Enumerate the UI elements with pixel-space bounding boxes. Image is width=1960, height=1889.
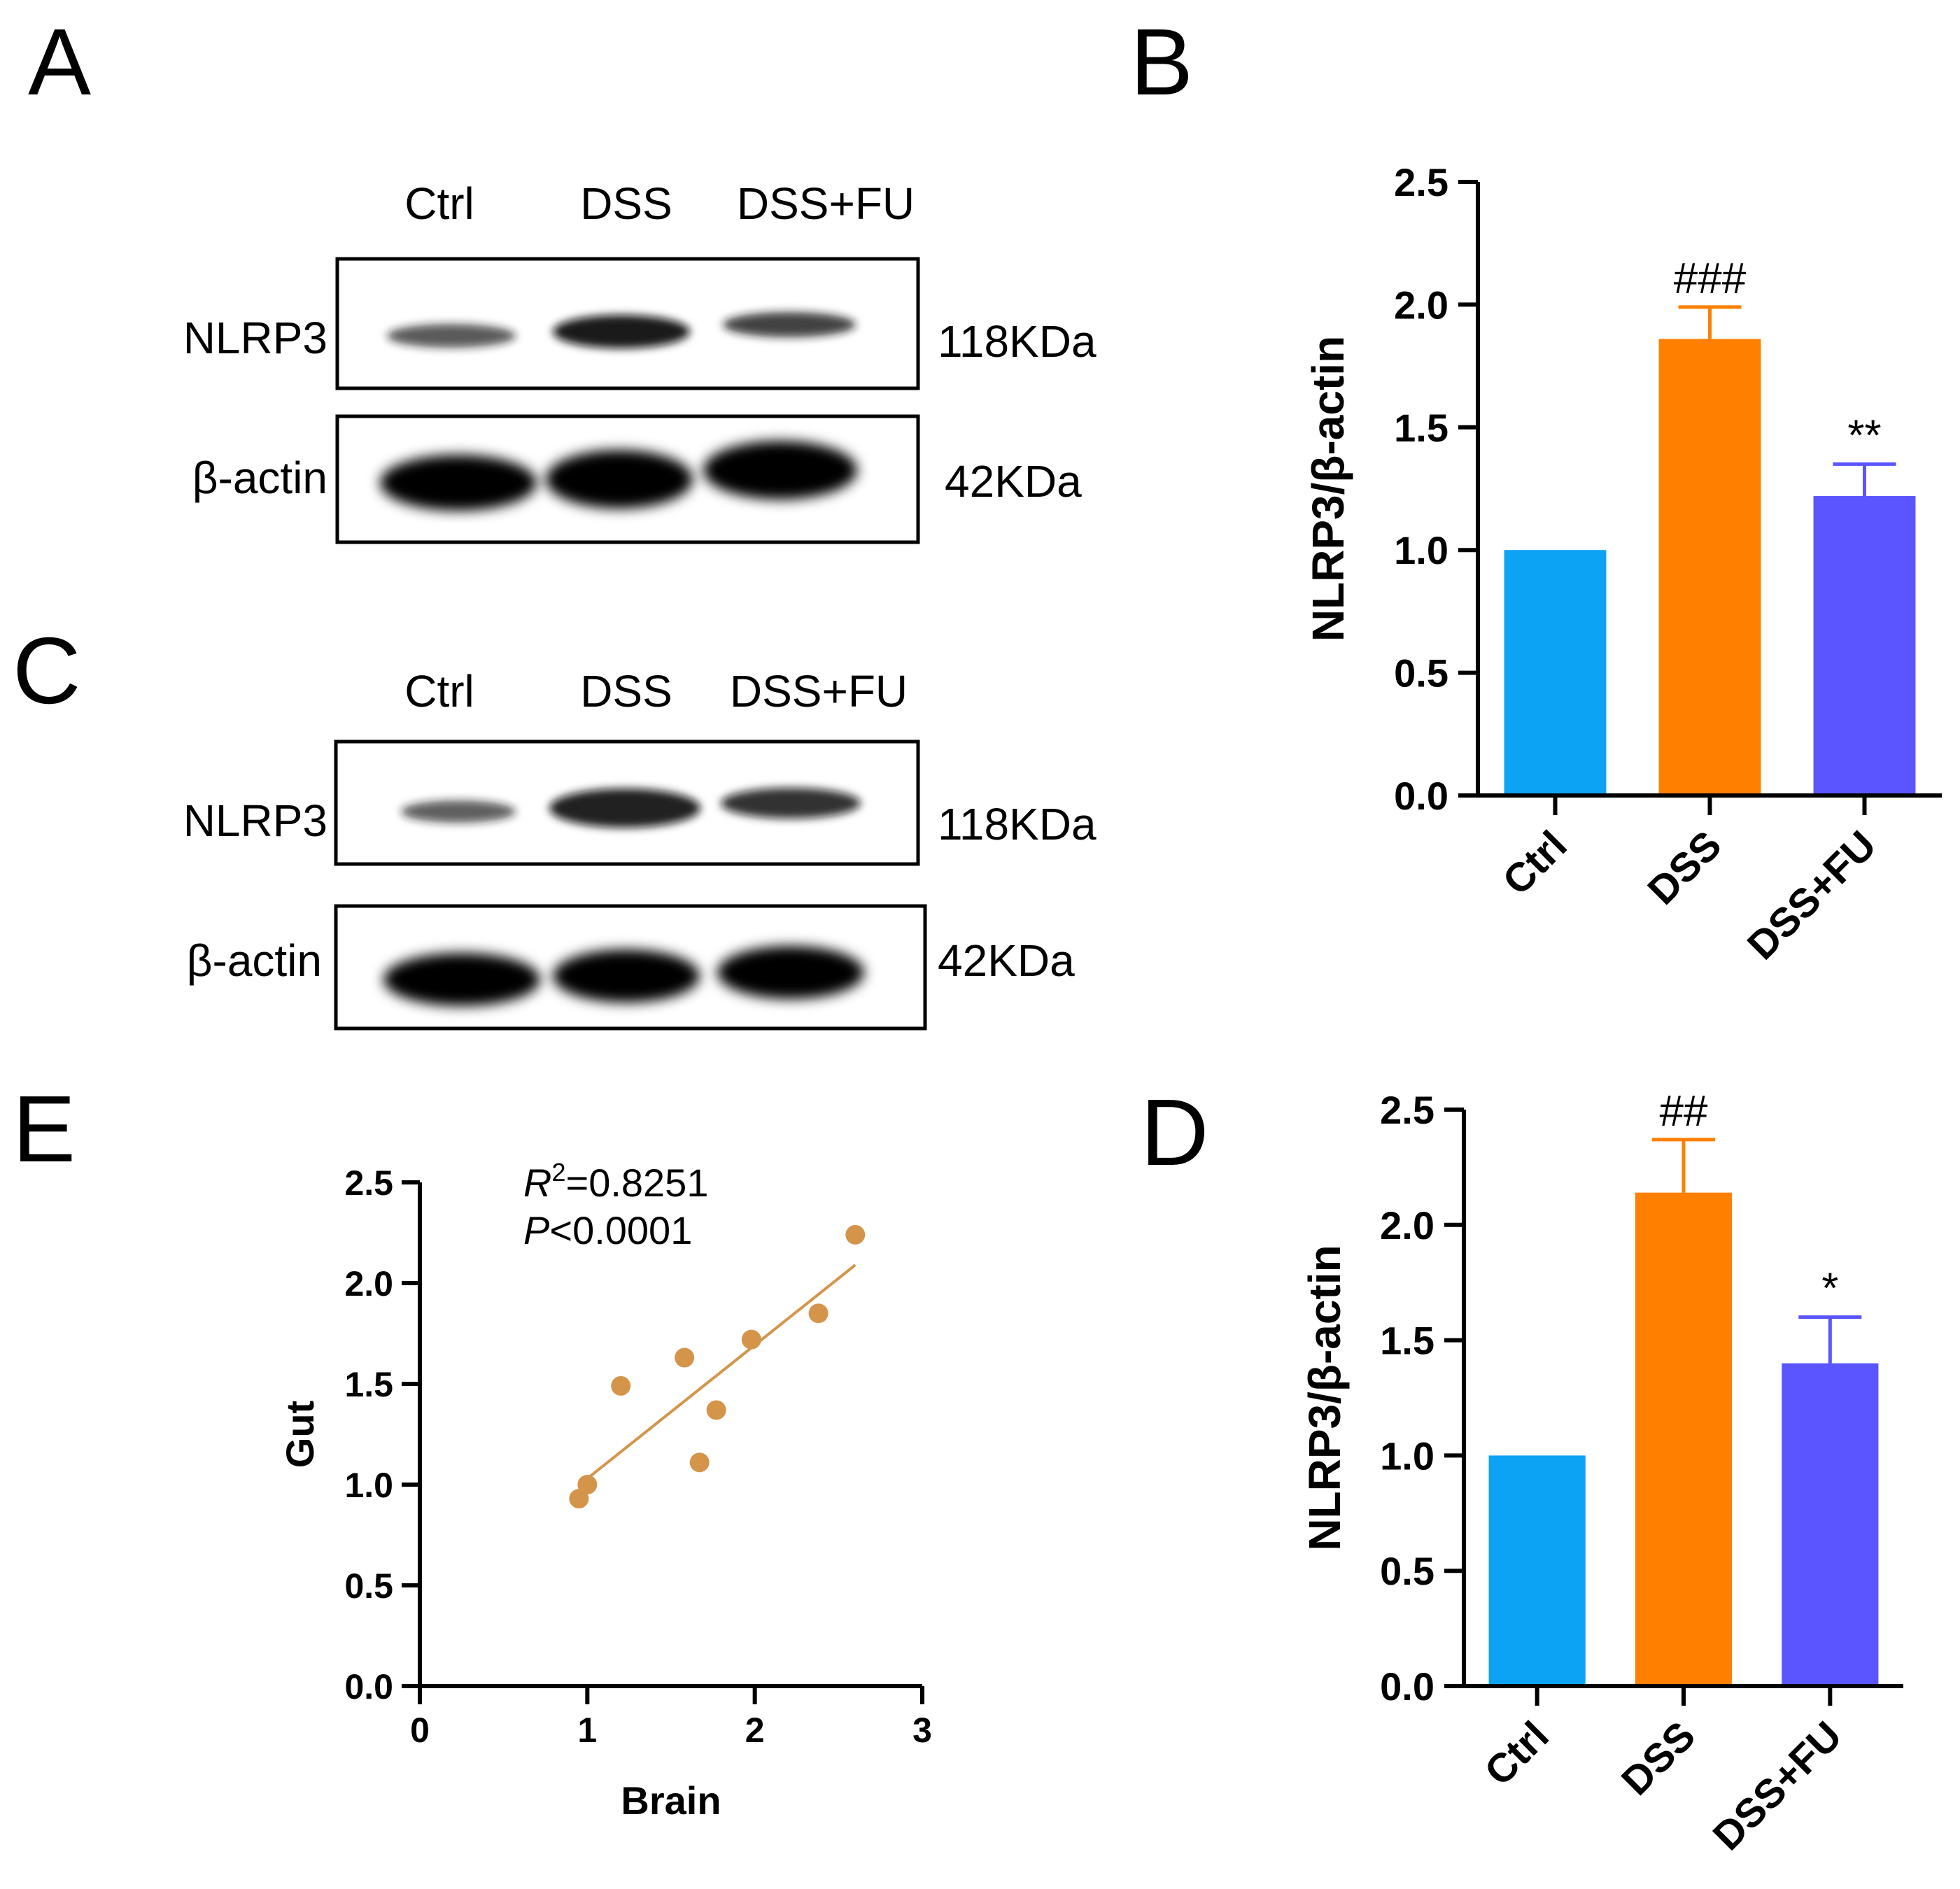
protein-label: NLRP3 — [183, 313, 327, 363]
panel-label-c: C — [13, 618, 81, 723]
chart-b: Ctrl ### DSS ** DSS+FU 0.0 0.5 1.0 1.5 2.0 2.5 NLRP… — [1303, 160, 1942, 968]
scatter-point — [577, 1475, 598, 1494]
r2-symbol: R — [523, 1161, 551, 1205]
panel-label-e: E — [13, 1076, 76, 1182]
y-tick-label: 1.0 — [344, 1466, 393, 1505]
band-nlrp3-dss — [553, 315, 690, 348]
chart-d: Ctrl ## DSS * DSS+FU 0.0 0.5 1.0 1.5 2.0 2.5 NLRP3/… — [1299, 1087, 1903, 1859]
scatter-point — [808, 1303, 829, 1324]
protein-label: β-actin — [192, 453, 327, 503]
panel-label-b: B — [1130, 9, 1193, 115]
x-tick-label: DSS — [1613, 1713, 1704, 1804]
kda-label: 42KDa — [945, 456, 1082, 507]
y-axis-label: NLRP3/β-actin — [1303, 336, 1353, 642]
y-tick-label: 1.5 — [344, 1365, 393, 1404]
significance-marker: ## — [1660, 1087, 1708, 1135]
scatter-point — [569, 1489, 589, 1509]
lane-label: Ctrl — [404, 666, 474, 716]
band-actin-ctrl — [380, 455, 537, 511]
band-actin-dssfu — [703, 441, 857, 500]
y-axis-label: NLRP3/β-actin — [1299, 1245, 1350, 1550]
scatter-point — [741, 1329, 761, 1350]
bar-dss — [1635, 1192, 1733, 1686]
scatter-point — [611, 1375, 631, 1396]
y-tick-label: 2.0 — [1394, 283, 1448, 327]
scatter-point — [689, 1452, 710, 1473]
x-tick-label: DSS — [1639, 822, 1730, 913]
significance-marker: ** — [1847, 411, 1881, 460]
band-nlrp3-ctrl — [387, 324, 516, 348]
band-actin-dss — [553, 949, 700, 1003]
p-symbol: P — [523, 1208, 549, 1252]
panel-label-d: D — [1141, 1080, 1209, 1185]
y-tick-label: 1.5 — [1380, 1319, 1434, 1363]
lane-label: DSS+FU — [737, 178, 915, 229]
y-tick-label: 0.5 — [1394, 651, 1448, 695]
band-actin-dss — [546, 450, 693, 509]
x-tick-label: 0 — [410, 1711, 430, 1750]
x-tick-label: 2 — [745, 1711, 765, 1750]
scatter-point — [675, 1347, 695, 1368]
band-nlrp3-dss — [549, 788, 700, 828]
y-tick-label: 0.0 — [344, 1667, 393, 1706]
y-tick-label: 1.0 — [1394, 528, 1448, 572]
x-tick-label: DSS+FU — [1705, 1713, 1851, 1859]
bar-dss — [1658, 339, 1761, 796]
y-tick-label: 2.0 — [1380, 1203, 1434, 1247]
r2-superscript: 2 — [551, 1158, 565, 1187]
chart-e: 0 1 2 30.00.51.01.52.02.5BrainGutR2=0.8251P… — [278, 1158, 932, 1823]
band-actin-ctrl — [383, 953, 540, 1006]
bar-ctrl — [1488, 1455, 1586, 1686]
bar-ctrl — [1504, 550, 1607, 795]
y-tick-label: 0.0 — [1380, 1664, 1434, 1708]
r2-value: =0.8251 — [565, 1161, 708, 1205]
band-actin-dssfu — [717, 946, 864, 999]
band-nlrp3-ctrl — [401, 800, 516, 823]
y-tick-label: 0.5 — [344, 1566, 393, 1606]
y-tick-label: 2.5 — [1380, 1088, 1434, 1132]
kda-label: 118KDa — [938, 799, 1097, 849]
kda-label: 118KDa — [938, 316, 1097, 367]
y-tick-label: 2.0 — [344, 1264, 393, 1303]
p-value: <0.0001 — [549, 1208, 692, 1252]
x-tick-label: 1 — [577, 1711, 597, 1750]
y-tick-label: 2.5 — [1394, 160, 1448, 204]
scatter-point — [845, 1224, 866, 1245]
band-nlrp3-dssfu — [723, 312, 856, 337]
r2-annotation: R2=0.8251 — [523, 1158, 708, 1205]
protein-label: NLRP3 — [183, 795, 327, 846]
lane-label: DSS — [580, 666, 672, 716]
lane-label: Ctrl — [404, 178, 474, 229]
lane-label: DSS+FU — [730, 666, 908, 716]
blot-a: Ctrl DSS DSS+FU NLRP3 β-actin 118KDa 42K… — [183, 178, 1097, 544]
y-tick-label: 1.5 — [1394, 406, 1448, 450]
y-tick-label: 1.0 — [1380, 1434, 1434, 1478]
significance-marker: * — [1821, 1265, 1838, 1313]
x-tick-label: Ctrl — [1494, 822, 1576, 904]
bar-dss-fu — [1813, 496, 1916, 795]
y-axis-label: Gut — [278, 1401, 322, 1468]
scatter-point — [706, 1400, 726, 1420]
x-tick-label: 3 — [912, 1711, 932, 1750]
kda-label: 42KDa — [938, 935, 1075, 986]
p-annotation: P<0.0001 — [523, 1208, 692, 1252]
regression-line — [586, 1264, 856, 1480]
significance-marker: ### — [1674, 255, 1747, 303]
lane-label: DSS — [580, 178, 672, 229]
blot-c: Ctrl DSS DSS+FU NLRP3 β-actin 118KDa 42K… — [183, 666, 1097, 1031]
protein-label: β-actin — [187, 935, 322, 986]
y-tick-label: 0.0 — [1394, 774, 1448, 818]
bar-dss-fu — [1782, 1363, 1879, 1686]
band-nlrp3-dssfu — [721, 788, 861, 819]
x-tick-label: DSS+FU — [1739, 822, 1885, 968]
x-axis-label: Brain — [621, 1778, 721, 1823]
y-tick-label: 2.5 — [344, 1163, 393, 1203]
x-tick-label: Ctrl — [1476, 1713, 1558, 1795]
y-tick-label: 0.5 — [1380, 1549, 1434, 1593]
panel-label-a: A — [28, 9, 91, 115]
